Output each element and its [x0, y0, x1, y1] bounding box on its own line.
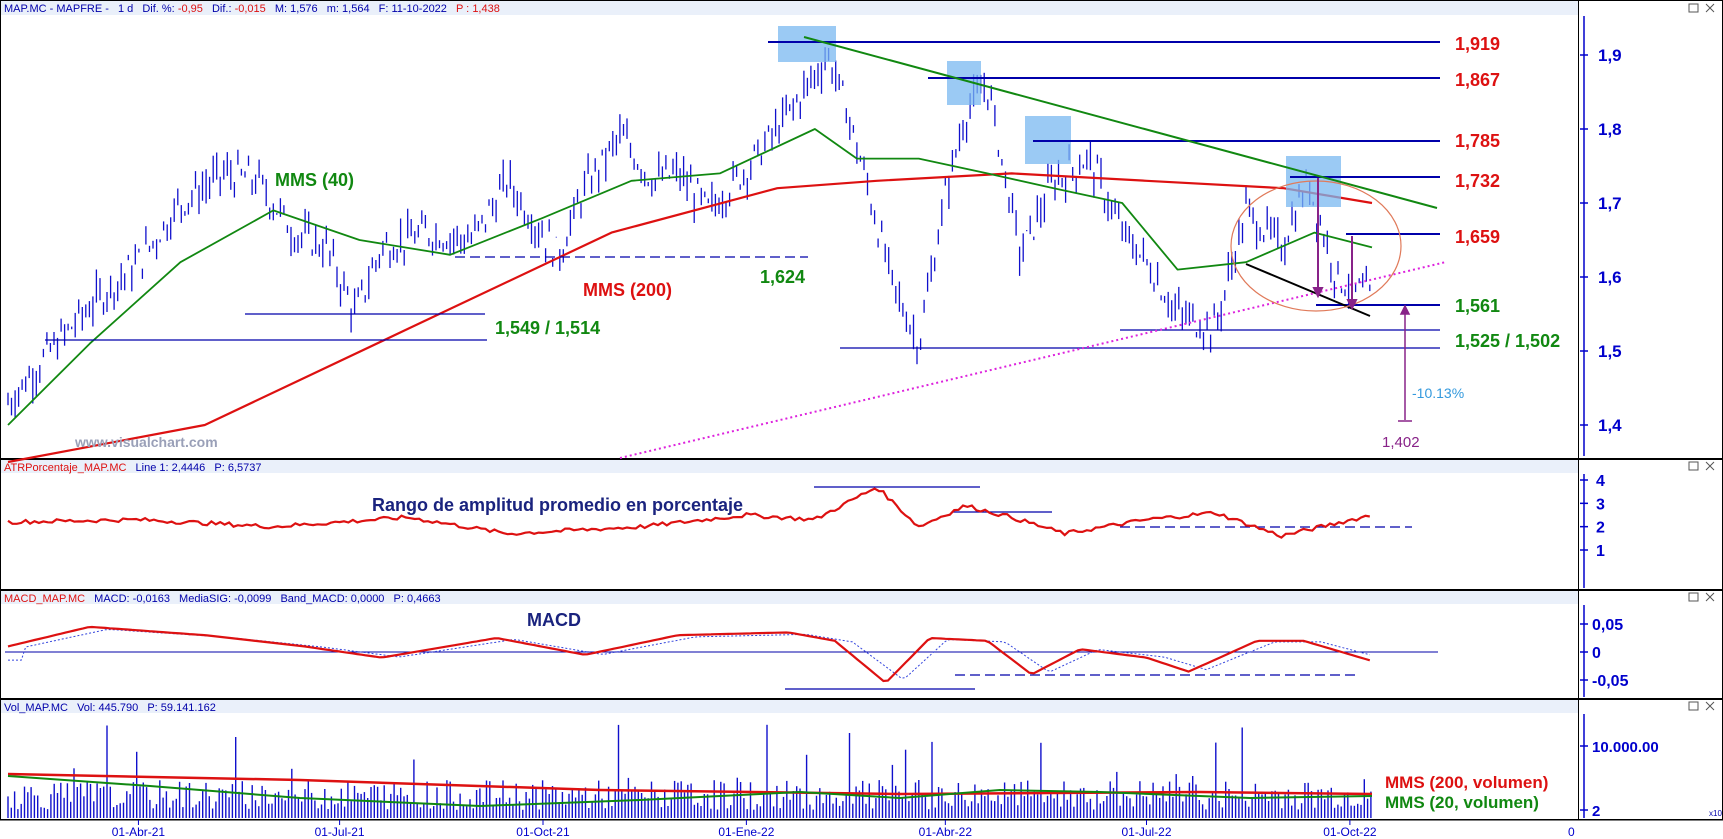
pattern-ellipse: [1230, 180, 1402, 312]
price-bars: [7, 47, 1371, 418]
level-label-1785: 1,785: [1455, 131, 1500, 151]
atr-window-controls[interactable]: [1688, 461, 1715, 471]
y-tick-label: 2: [1592, 803, 1600, 820]
macd-header: MACD_MAP.MC MACD: -0,0163 MediaSIG: -0,0…: [4, 593, 441, 605]
y-tick-label: 1,5: [1598, 342, 1622, 361]
minimize-icon[interactable]: [1688, 461, 1699, 471]
close-icon[interactable]: [1705, 592, 1715, 602]
macd-series: [7, 625, 1371, 683]
macd-annotation-lines: [785, 674, 1358, 690]
level-label-1867: 1,867: [1455, 70, 1500, 90]
x-tick-label: 01-Abr-21: [112, 825, 166, 839]
volume-y-axis: 10.000.00 2: [1580, 714, 1659, 820]
atr-y-axis: 4 3 2 1: [1580, 473, 1605, 588]
atr-line: [7, 487, 1370, 539]
mms200-label: MMS (200): [583, 280, 672, 300]
atr-header: ATRPorcentaje_MAP.MC Line 1: 2,4446 P: 6…: [4, 462, 261, 474]
x-axis-right-label: 0: [1568, 825, 1575, 839]
level-label-1919: 1,919: [1455, 34, 1500, 54]
volume-mms200-line: [7, 772, 1373, 796]
x-tick-label: 01-Abr-22: [919, 825, 973, 839]
volume-header-bg: [1, 700, 1578, 713]
mms40-line: [7, 128, 1373, 426]
x-tick-label: 01-Oct-21: [516, 825, 570, 839]
volume-mms20-line: [7, 775, 1373, 808]
price-header-bg: [1, 1, 1578, 15]
close-icon[interactable]: [1705, 3, 1715, 13]
volume-scale-note: x10: [1709, 809, 1722, 818]
y-tick-label: -0,05: [1592, 673, 1629, 690]
macd-title: MACD: [527, 610, 581, 630]
level-label-1624: 1,624: [760, 267, 805, 287]
minimize-icon[interactable]: [1688, 592, 1699, 602]
volume-header: Vol_MAP.MC Vol: 445.790 P: 59.141.162: [4, 702, 216, 714]
volume-averages: [7, 772, 1373, 808]
macd-header-bg: [1, 591, 1578, 604]
x-axis: 01-Abr-21 01-Jul-21 01-Oct-21 01-Ene-22 01-A…: [0, 819, 1723, 839]
level-label-1732: 1,732: [1455, 171, 1500, 191]
close-icon[interactable]: [1705, 701, 1715, 711]
price-window-controls[interactable]: [1688, 3, 1715, 13]
mms40-label: MMS (40): [275, 170, 354, 190]
channel-line: [1245, 263, 1371, 317]
watermark: www.visualchart.com: [74, 434, 218, 450]
minimize-icon[interactable]: [1688, 3, 1699, 13]
level-label-1549-1514: 1,549 / 1,514: [495, 318, 600, 338]
resistance-levels: [768, 41, 1440, 306]
price-header: MAP.MC - MAPFRE - 1 d Dif. %: -0,95 Dif.…: [4, 3, 500, 15]
atr-series: [7, 487, 1370, 539]
x-tick-label: 01-Ene-22: [718, 825, 774, 839]
x-tick-label: 01-Jul-22: [1121, 825, 1171, 839]
y-tick-label: 1,8: [1598, 120, 1622, 139]
vol-mms200-label: MMS (200, volumen): [1385, 773, 1548, 792]
level-label-1525-1502: 1,525 / 1,502: [1455, 331, 1560, 351]
macd-y-axis: 0,05 0 -0,05: [1580, 605, 1629, 697]
volume-window-controls[interactable]: [1688, 701, 1715, 711]
drop-arrows: [1312, 178, 1358, 311]
minimize-icon[interactable]: [1688, 701, 1699, 711]
support-trend-line: [619, 261, 1447, 459]
atr-title: Rango de amplitud promedio en porcentaje: [372, 495, 743, 515]
macd-signal-line: [8, 628, 1370, 679]
level-label-1561: 1,561: [1455, 296, 1500, 316]
y-tick-label: 1,4: [1598, 416, 1622, 435]
y-tick-label: 1,6: [1598, 268, 1622, 287]
x-tick-label: 01-Oct-22: [1323, 825, 1377, 839]
y-tick-label: 1,7: [1598, 194, 1622, 213]
y-tick-label: 2: [1596, 520, 1605, 537]
target-arrow: [1398, 304, 1412, 422]
price-overlays: [7, 128, 1373, 464]
macd-line: [7, 625, 1371, 683]
level-label-1659: 1,659: [1455, 227, 1500, 247]
target-pct-label: -10.13%: [1412, 385, 1464, 401]
y-tick-label: 0,05: [1592, 617, 1623, 634]
y-tick-label: 0: [1592, 645, 1601, 662]
y-tick-label: 10.000.00: [1592, 739, 1659, 756]
mms200-line: [7, 172, 1373, 464]
volume-bars: [7, 724, 1372, 818]
close-icon[interactable]: [1705, 461, 1715, 471]
atr-annotation-lines: [814, 486, 1412, 528]
vol-mms20-label: MMS (20, volumen): [1385, 793, 1539, 812]
y-tick-label: 1: [1596, 543, 1605, 560]
support-levels: [45, 256, 1440, 349]
price-y-axis: 1,9 1,8 1,7 1,6 1,5 1,4: [1580, 16, 1622, 456]
y-tick-label: 1,9: [1598, 46, 1622, 65]
y-tick-label: 4: [1596, 473, 1605, 490]
macd-window-controls[interactable]: [1688, 592, 1715, 602]
x-tick-label: 01-Jul-21: [315, 825, 365, 839]
downtrend-line: [803, 36, 1438, 209]
panel-frames: [0, 0, 1723, 820]
target-value-label: 1,402: [1382, 434, 1420, 451]
atr-header-bg: [1, 460, 1578, 473]
y-tick-label: 3: [1596, 496, 1605, 513]
